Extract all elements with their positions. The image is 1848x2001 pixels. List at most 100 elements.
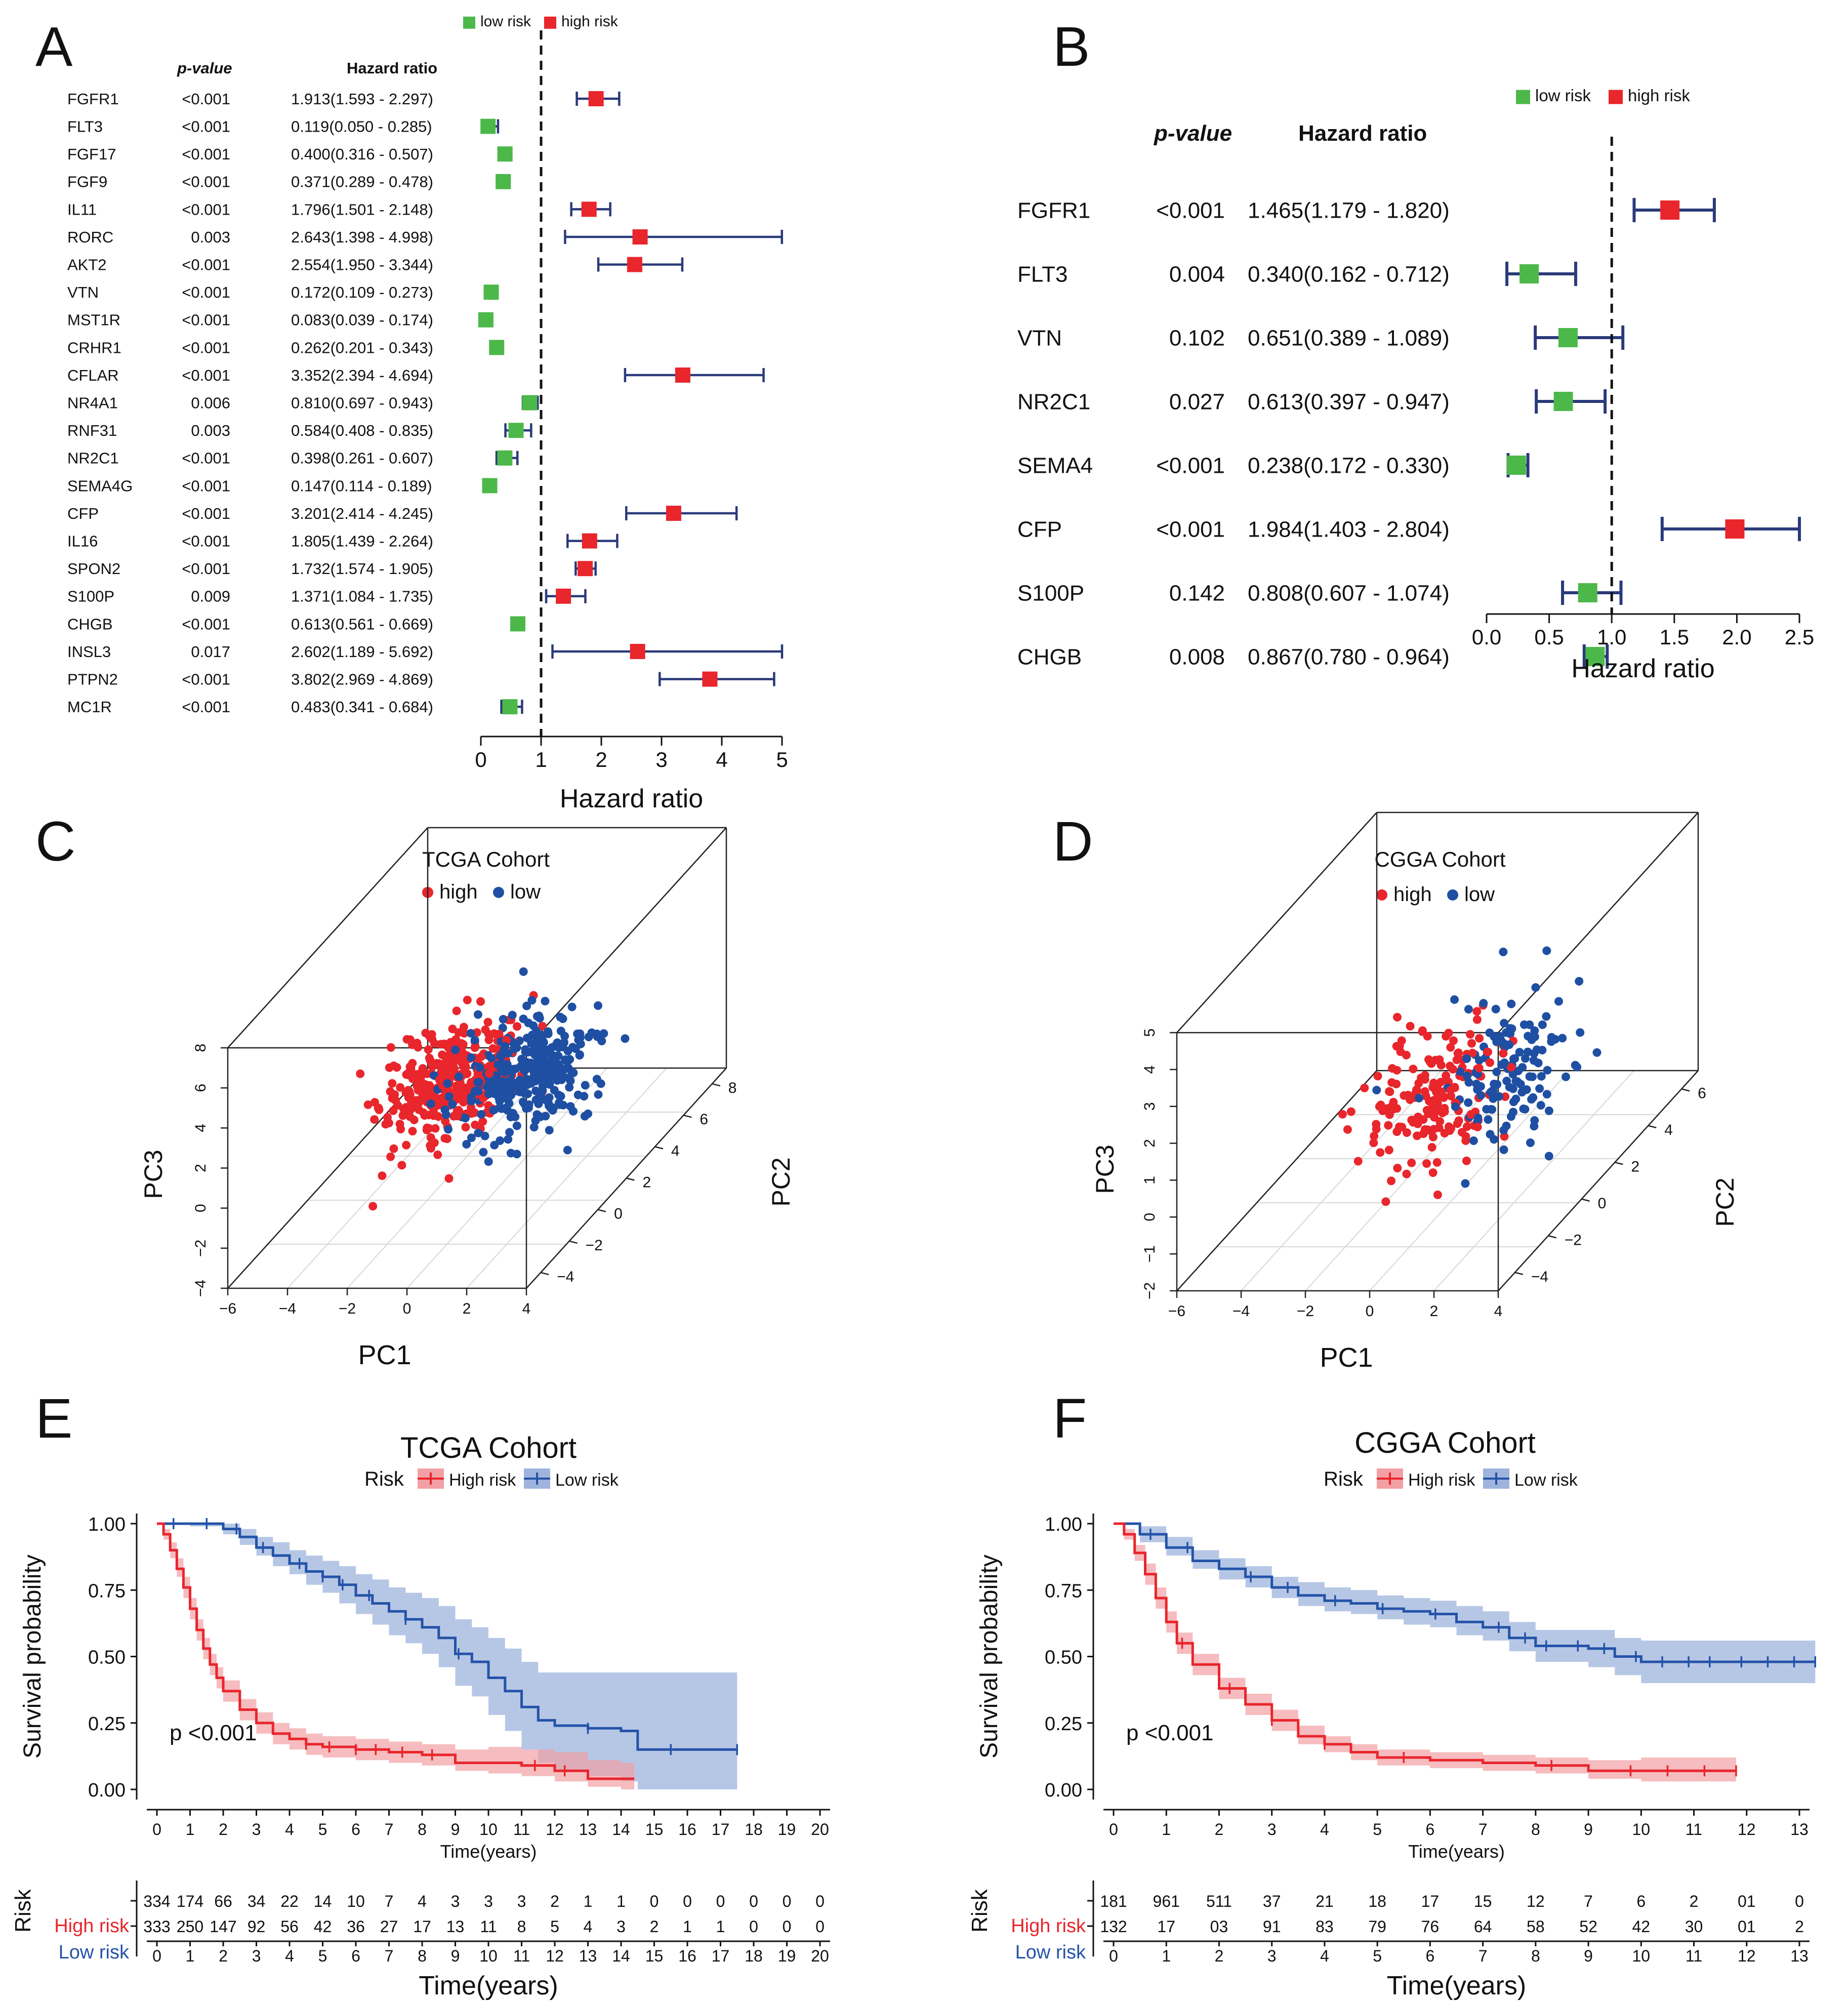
y-tick [1648, 1125, 1657, 1128]
hazard-ratio-text: 2.554(1.950 - 3.344) [291, 256, 433, 273]
data-point [467, 1133, 476, 1142]
x-tick-label: 4 [1494, 1303, 1503, 1320]
km-plot-f: CGGA Cohort Risk High risk Low risk 0.00 0.25… [967, 1426, 1817, 2000]
p-value-label: p <0.001 [1126, 1721, 1214, 1745]
panel-letter-c: C [35, 810, 75, 873]
legend-low-swatch [463, 16, 475, 29]
data-point [1547, 1037, 1556, 1046]
x-tick-label: 13 [579, 1820, 597, 1839]
data-point [1419, 1129, 1428, 1138]
data-point [501, 1104, 510, 1113]
floor-grid-line [1305, 1070, 1506, 1291]
gene-label: SEMA4G [67, 477, 133, 495]
p-value: <0.001 [1156, 517, 1225, 542]
data-point [485, 1061, 494, 1071]
data-point [397, 1161, 406, 1170]
risk-count-low: 30 [1685, 1917, 1703, 1936]
km-plot-e: TCGA Cohort Risk High risk Low risk 0.00 0.25… [11, 1432, 830, 2000]
hr-point [630, 644, 645, 659]
data-point [470, 1087, 479, 1096]
data-point [484, 1035, 494, 1044]
data-point [490, 1140, 499, 1150]
x-axis-label: PC1 [358, 1340, 411, 1370]
y-tick [540, 1272, 549, 1276]
data-point [1420, 1075, 1429, 1084]
y-tick-label: 1.00 [1045, 1514, 1082, 1535]
risk-count-high: 14 [314, 1892, 332, 1910]
data-point [1387, 1176, 1395, 1186]
data-point [1442, 1071, 1451, 1080]
data-point [440, 1039, 449, 1048]
data-point [440, 1064, 449, 1073]
y-tick [683, 1115, 692, 1118]
data-point [1384, 1121, 1393, 1130]
y-tick [1548, 1235, 1557, 1239]
data-point [1409, 1065, 1418, 1074]
x-tick-label: 2 [1215, 1820, 1224, 1839]
data-point [1530, 1122, 1539, 1131]
data-point [433, 1150, 442, 1159]
data-point [431, 1124, 440, 1133]
data-point [621, 1034, 630, 1043]
y-tick-label: 4 [1664, 1122, 1673, 1138]
x-tick-label: 20 [811, 1820, 829, 1839]
data-point [519, 967, 528, 976]
hazard-ratio-header: Hazard ratio [347, 59, 437, 77]
risk-count-high: 0 [650, 1892, 659, 1910]
data-point [558, 1042, 567, 1051]
data-point [467, 1096, 476, 1106]
gene-label: MST1R [67, 311, 120, 329]
hazard-ratio-text: 0.810(0.697 - 0.943) [291, 394, 433, 412]
data-point [1338, 1110, 1347, 1119]
risk-count-high: 0 [683, 1892, 692, 1910]
z-tick-label: 5 [1141, 1029, 1158, 1037]
risk-table-x-tick-label: 9 [1584, 1947, 1593, 1965]
data-point [477, 1110, 486, 1119]
legend-low-label: low [1464, 883, 1495, 906]
p-value: <0.001 [182, 256, 230, 273]
hazard-ratio-text: 2.643(1.398 - 4.998) [291, 228, 433, 246]
data-point [412, 1096, 421, 1105]
data-point [1392, 1080, 1401, 1088]
hazard-ratio-text: 0.147(0.114 - 0.189) [291, 477, 432, 495]
x-tick-label: 14 [612, 1820, 630, 1839]
forest-plot-b: low risk high risk p-value Hazard ratio FGFR… [1017, 86, 1814, 683]
gene-label: RORC [67, 228, 113, 246]
data-point [434, 1059, 443, 1068]
hr-point [588, 91, 604, 106]
data-point [527, 996, 537, 1005]
data-point [420, 1111, 429, 1120]
data-point [374, 1104, 383, 1113]
risk-count-high: 10 [347, 1892, 365, 1910]
data-point [1464, 1005, 1473, 1014]
risk-count-low: 91 [1263, 1917, 1281, 1936]
y-tick-label: 0.50 [1045, 1647, 1082, 1668]
hazard-ratio-text: 0.400(0.316 - 0.507) [291, 145, 433, 163]
x-tick-label: 1 [186, 1820, 195, 1839]
x-tick-label: 5 [776, 748, 788, 771]
p-value: <0.001 [182, 532, 230, 550]
data-point [1518, 1063, 1527, 1072]
data-point [1468, 1048, 1477, 1057]
risk-count-high: 511 [1206, 1892, 1232, 1910]
data-point [426, 1099, 435, 1108]
risk-count-high: 0 [815, 1892, 825, 1910]
x-tick-label: −2 [1297, 1303, 1314, 1320]
data-point [532, 1110, 542, 1119]
data-point [506, 1076, 515, 1085]
gene-label: FGFR1 [1017, 198, 1090, 223]
data-point [1343, 1125, 1352, 1134]
data-point [1376, 1148, 1385, 1157]
data-point [1523, 1047, 1532, 1056]
legend-low-dot [493, 887, 504, 898]
data-point [479, 1148, 488, 1157]
data-point [1454, 1048, 1463, 1057]
data-point [1474, 1064, 1484, 1073]
z-tick-label: 1 [1141, 1176, 1158, 1185]
data-point [1418, 1027, 1427, 1036]
y-axis-label: PC2 [1711, 1177, 1739, 1227]
data-point [594, 1090, 603, 1099]
risk-table-x-tick-label: 8 [1531, 1947, 1540, 1965]
data-point [425, 1124, 433, 1133]
